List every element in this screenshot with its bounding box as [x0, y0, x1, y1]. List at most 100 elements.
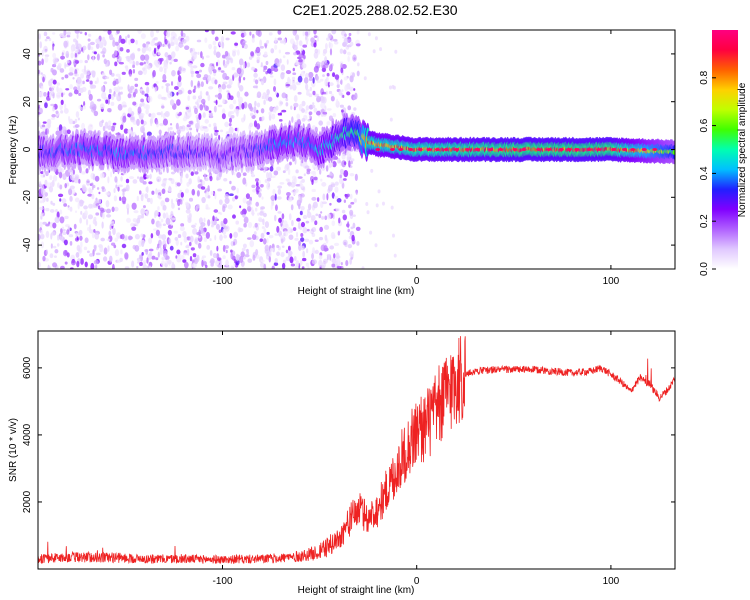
spectrogram-cell	[128, 176, 135, 180]
spectrogram-cell	[57, 182, 60, 188]
spectrogram-cell	[182, 259, 187, 263]
spectrogram-cell	[190, 70, 195, 75]
spectrogram-cell	[139, 261, 143, 267]
spectrogram-cell	[122, 190, 125, 197]
spectrogram-cell	[164, 197, 170, 203]
spectrogram-cell	[82, 185, 86, 192]
spectrogram-cell	[146, 59, 149, 64]
snr-series-line	[38, 336, 675, 565]
spectrogram-cell	[177, 89, 183, 95]
spectrogram-cell	[259, 45, 265, 49]
spectrogram-cell	[283, 232, 286, 237]
spectrogram-cell	[332, 160, 337, 168]
spectrogram-cell	[118, 75, 122, 84]
spectrogram-cell	[206, 244, 211, 250]
spectrogram-cell	[45, 250, 48, 255]
spectrogram-cell	[64, 249, 68, 256]
spectrogram-cell	[235, 253, 240, 262]
spectrogram-cell	[56, 243, 60, 247]
spectrogram-cell	[227, 204, 233, 210]
spectrogram-cell	[287, 181, 292, 187]
spectrogram-cell	[177, 192, 181, 199]
spectrogram-cell	[158, 129, 162, 135]
spectrogram-cell	[307, 265, 310, 269]
spectrogram-cell	[340, 67, 344, 74]
spectrogram-cell	[52, 52, 57, 59]
spectrogram-cell	[63, 40, 68, 48]
spectrogram-cell	[146, 86, 150, 94]
spectrogram-cell	[80, 73, 85, 79]
spectrogram-cell	[313, 65, 319, 73]
spectrogram-cell	[103, 58, 107, 65]
spectrogram-cell	[48, 185, 54, 193]
spectrogram-cell	[96, 98, 102, 102]
spectrogram-cell	[120, 38, 126, 44]
spectrogram-cell	[276, 166, 281, 171]
spectrogram-cell	[52, 222, 57, 229]
spectrogram-cell	[205, 204, 209, 210]
spectrogram-cell	[76, 33, 79, 39]
spectrogram-cell	[334, 181, 339, 186]
spectrogram-cell	[312, 247, 315, 254]
spectrogram-cell	[374, 243, 378, 248]
spectrogram-cell	[143, 104, 149, 109]
spectrogram-cell	[66, 252, 70, 258]
spectrogram-cell	[346, 150, 352, 158]
spectrogram-cell	[251, 209, 255, 217]
spectrogram-cell	[348, 204, 352, 209]
spectrogram-cell	[303, 173, 306, 177]
spectrogram-cell	[195, 101, 199, 105]
spectrogram-cell	[56, 82, 61, 86]
spectrogram-cell	[109, 33, 113, 41]
spectrogram-cell	[299, 196, 303, 204]
spectrogram-cell	[256, 58, 260, 64]
spectrogram-cell	[155, 30, 160, 34]
spectrogram-cell	[117, 186, 120, 192]
spectrogram-cell	[279, 112, 283, 116]
spectrogram-cell	[225, 249, 228, 254]
spectrogram-cell	[274, 204, 278, 211]
spectrogram-cell	[292, 30, 297, 36]
spectrogram-cell	[175, 45, 180, 52]
spectrogram-cell	[201, 56, 204, 60]
spectrogram-cell	[242, 243, 247, 249]
spectrogram-cell	[398, 148, 404, 151]
spectrogram-cell	[259, 262, 265, 268]
spectrogram-cell	[159, 66, 164, 73]
spectrogram-cell	[308, 71, 314, 79]
spectrogram-cell	[69, 84, 73, 90]
spectrogram-cell	[343, 161, 347, 166]
spectrogram-cell	[39, 221, 43, 229]
snr-x-label: Height of straight line (km)	[298, 585, 415, 596]
spectrogram-cell	[150, 233, 154, 239]
spectrogram-cell	[85, 168, 89, 174]
spectrogram-cell	[69, 173, 75, 181]
y-tick-label: 6000	[22, 356, 33, 379]
spectrogram-cell	[151, 218, 155, 225]
spectrogram-cell	[208, 43, 213, 50]
spectrogram-cell	[121, 188, 127, 192]
spectrogram-cell	[287, 168, 291, 176]
spectrogram-cell	[78, 92, 82, 96]
spectrogram-cell	[87, 42, 91, 51]
spectrogram-cell	[229, 95, 234, 101]
spectrogram-cell	[77, 202, 80, 210]
spectrogram-cell	[237, 96, 244, 104]
spectrogram-cell	[266, 237, 269, 244]
snr-y-ticks: 2000 4000 6000	[22, 356, 675, 513]
spectrogram-cell	[316, 95, 322, 103]
spectrogram-cell	[339, 174, 342, 179]
spectrogram-cell	[287, 227, 292, 234]
spectrogram-cell	[203, 74, 209, 79]
spectrogram-cell	[171, 198, 174, 205]
spectrogram-cell	[142, 181, 147, 185]
spectrogram-cell	[218, 199, 223, 205]
spectrogram-cell	[157, 179, 160, 182]
spectrogram-cell	[321, 264, 325, 269]
spectrogram-cell	[234, 42, 239, 46]
spectrogram-cell	[353, 57, 356, 61]
spectrogram-cell	[213, 132, 218, 136]
spectrogram-cell	[213, 105, 217, 113]
spectrogram-cell	[188, 120, 193, 125]
